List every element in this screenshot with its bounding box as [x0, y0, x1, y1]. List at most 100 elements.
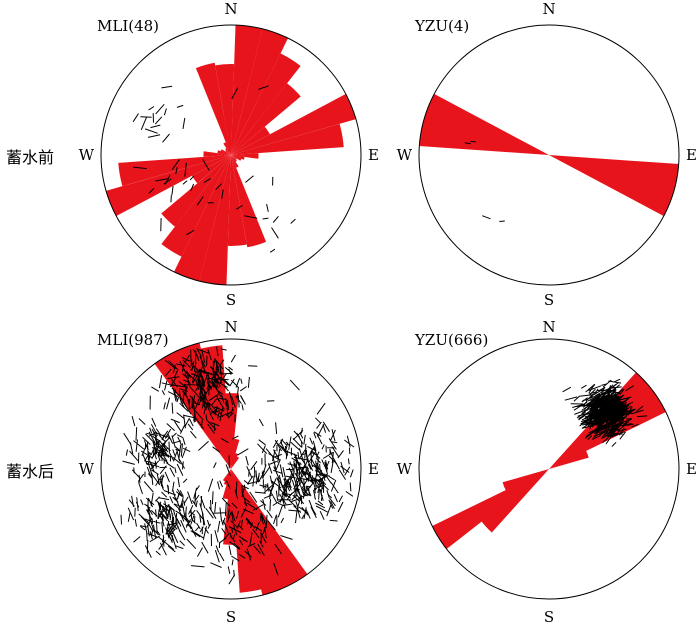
fault-segment [189, 524, 197, 538]
fault-segment [187, 423, 194, 431]
rose-petal [231, 469, 266, 593]
fault-segment [272, 498, 284, 506]
fault-segment [627, 423, 633, 426]
fault-segment [194, 494, 200, 502]
fault-segment [269, 486, 274, 496]
fault-segment [305, 508, 311, 519]
fault-segment [182, 390, 187, 397]
fault-segment [594, 405, 600, 410]
fault-segment [164, 500, 168, 512]
fault-segment [159, 542, 167, 556]
fault-segment [190, 373, 200, 377]
fault-segment [159, 443, 165, 454]
fault-segment [120, 514, 122, 525]
fault-segment [249, 532, 253, 546]
fault-segment [272, 215, 279, 223]
fault-segment [470, 140, 476, 143]
fault-segment [295, 457, 301, 468]
fault-segment [229, 541, 241, 550]
fault-segment [312, 440, 317, 452]
rose-petal [220, 149, 231, 155]
fault-segment [159, 507, 166, 517]
fault-segment [143, 440, 149, 451]
fault-segment [166, 397, 171, 410]
fault-segment [171, 518, 174, 533]
fault-segment [588, 384, 595, 391]
fault-segment [154, 116, 163, 125]
fault-segment [578, 415, 585, 421]
fault-segment [303, 434, 306, 445]
fault-segment [184, 383, 187, 395]
fault-segment [631, 423, 639, 428]
fault-segment [264, 527, 267, 539]
fault-segment [168, 360, 179, 371]
rose-petal [223, 136, 231, 155]
fault-segment [315, 471, 318, 480]
fault-segment [637, 415, 648, 418]
fault-segment [179, 388, 189, 392]
fault-segment [573, 404, 583, 411]
fault-segment [122, 460, 135, 465]
fault-segment [234, 489, 239, 500]
fault-segment [167, 391, 179, 398]
fault-segment [295, 509, 298, 524]
fault-segment [182, 478, 188, 483]
fault-segment [227, 399, 229, 409]
fault-segment [285, 475, 296, 479]
panel-mli-before: MLI(48) N S W E [79, 0, 379, 309]
fault-segment [309, 437, 314, 445]
fault-segment [213, 358, 224, 370]
east-label: E [686, 146, 697, 164]
fault-segment [144, 523, 148, 535]
fault-segments [464, 140, 505, 222]
fault-segment [188, 398, 191, 410]
fault-segment [619, 405, 632, 415]
fault-segment [173, 451, 178, 462]
fault-segment [194, 409, 204, 421]
fault-segment [285, 441, 291, 447]
fault-segment [207, 423, 215, 434]
fault-segment [618, 416, 627, 425]
fault-segment [171, 481, 175, 492]
fault-segment [157, 509, 160, 519]
fault-segment [564, 396, 578, 401]
fault-segment [208, 506, 217, 519]
fault-segment [152, 441, 158, 455]
fault-segment [198, 385, 203, 394]
rose-diagram [105, 25, 357, 285]
fault-segment [301, 514, 305, 520]
fault-segment [255, 474, 260, 485]
fault-segment [186, 229, 195, 236]
fault-segment [155, 440, 160, 455]
fault-segment [597, 389, 611, 391]
fault-segment [579, 394, 592, 397]
fault-segment [613, 413, 622, 418]
fault-segment [607, 421, 618, 427]
rose-petal [223, 469, 239, 545]
east-label: E [368, 146, 379, 164]
fault-segment [620, 409, 633, 418]
fault-segment [196, 547, 203, 557]
fault-segment [244, 215, 258, 219]
fault-segment [184, 162, 187, 177]
fault-segment [151, 417, 157, 427]
fault-segment [595, 423, 604, 426]
fault-segment [252, 528, 260, 539]
fault-segment [227, 566, 231, 574]
fault-segment [283, 478, 291, 492]
fault-segment [170, 195, 172, 203]
fault-segment [289, 379, 300, 391]
fault-segment [139, 525, 146, 531]
fault-segment [196, 510, 204, 520]
fault-segment [215, 545, 220, 553]
fault-segment [603, 428, 614, 438]
fault-segment [150, 124, 161, 129]
fault-segment [573, 395, 580, 402]
fault-segment [153, 520, 161, 524]
fault-segment [624, 412, 633, 414]
fault-segment [589, 420, 602, 427]
fault-segment [169, 513, 172, 521]
fault-segment [267, 520, 276, 531]
rose-petal [231, 155, 267, 248]
fault-segment [292, 437, 303, 448]
